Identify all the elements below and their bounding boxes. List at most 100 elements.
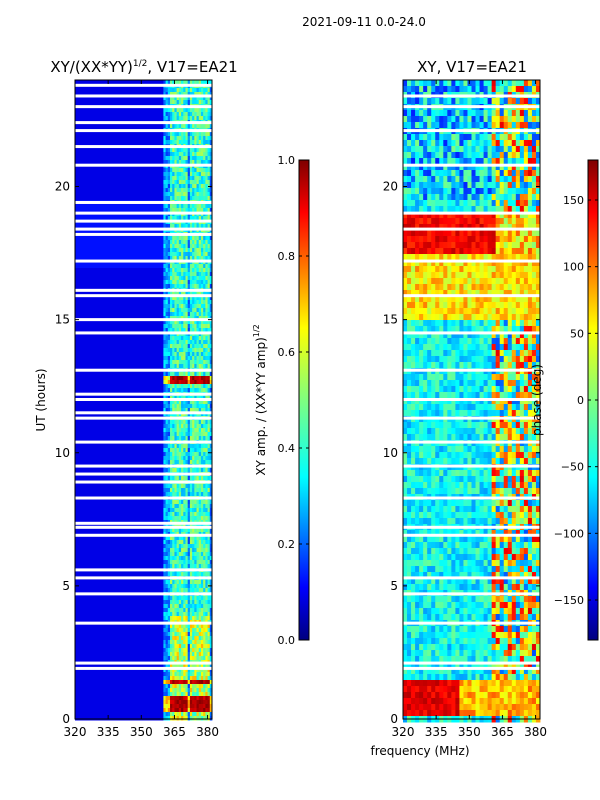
- heat-cell: [407, 266, 412, 273]
- heat-cell: [455, 260, 460, 267]
- heat-cell: [165, 572, 169, 577]
- heat-cell: [167, 716, 171, 721]
- heat-cell: [495, 206, 501, 213]
- heat-cell: [170, 356, 173, 361]
- heat-cell: [163, 336, 166, 341]
- heat-cell: [196, 284, 200, 289]
- heat-cell: [459, 266, 464, 273]
- heat-cell: [196, 400, 200, 405]
- heat-cell: [439, 200, 444, 207]
- heat-cell: [194, 636, 197, 641]
- heat-cell: [165, 132, 169, 137]
- heat-cell: [196, 656, 200, 661]
- heat-cell: [178, 284, 182, 289]
- heat-cell: [207, 628, 211, 633]
- amplitude-panel: XY/(XX*YY)1/2, V17=EA21 320 335 350 365 3800…: [34, 58, 238, 739]
- heat-cell: [176, 388, 180, 393]
- heat-cell: [189, 196, 193, 201]
- heat-cell: [194, 380, 197, 385]
- heat-cell: [167, 88, 171, 93]
- heat-cell: [183, 356, 186, 361]
- heat-cell: [519, 206, 525, 213]
- heat-cell: [178, 280, 182, 285]
- heat-cell: [189, 456, 193, 461]
- heat-cell: [183, 176, 186, 181]
- heat-cell: [167, 648, 171, 653]
- heat-cell: [172, 348, 175, 353]
- heat-cell: [174, 544, 178, 549]
- heat-cell: [196, 140, 200, 145]
- heat-cell: [455, 110, 460, 117]
- heat-cell: [189, 360, 193, 365]
- heat-cell: [471, 188, 476, 195]
- heat-cell: [205, 628, 208, 633]
- heat-cell: [189, 140, 193, 145]
- heat-cell: [200, 240, 204, 245]
- heat-cell: [198, 272, 202, 277]
- heat-cell: [172, 712, 175, 717]
- heat-cell: [187, 424, 191, 429]
- heat-cell: [415, 122, 420, 129]
- heat-cell: [163, 648, 166, 653]
- heat-cell: [447, 164, 452, 171]
- heat-cell: [503, 116, 509, 123]
- heat-row: [75, 456, 212, 461]
- heat-cell: [172, 600, 175, 605]
- heat-cell: [163, 308, 166, 313]
- heat-cell: [443, 164, 448, 171]
- heat-cell: [165, 552, 169, 557]
- heat-cell: [205, 284, 208, 289]
- heat-cell: [443, 266, 448, 273]
- flagged-row: [75, 440, 212, 444]
- heat-cell: [170, 108, 173, 113]
- heat-cell: [491, 122, 497, 129]
- heat-cell: [172, 264, 175, 269]
- heat-cell: [181, 696, 184, 701]
- heat-cell: [209, 380, 213, 385]
- heat-cell: [196, 336, 200, 341]
- heat-cell: [163, 296, 166, 301]
- heat-cell: [205, 548, 208, 553]
- heat-cell: [174, 572, 178, 577]
- heat-cell: [192, 272, 195, 277]
- heat-cell: [170, 300, 173, 305]
- heat-cell: [192, 492, 195, 497]
- flagged-row: [75, 200, 212, 204]
- heat-cell: [200, 500, 204, 505]
- heat-cell: [203, 492, 206, 497]
- heat-cell: [203, 192, 206, 197]
- heat-cell: [415, 134, 420, 141]
- heat-cell: [439, 116, 444, 123]
- heat-cell: [163, 268, 166, 273]
- heat-cell: [205, 636, 208, 641]
- heat-cell: [205, 540, 208, 545]
- heat-cell: [515, 254, 521, 261]
- heat-cell: [209, 652, 213, 657]
- colorbar-tick-label: 0.4: [278, 442, 296, 455]
- heat-cell: [185, 444, 189, 449]
- x-tick-label: 320: [64, 725, 87, 739]
- heat-cell: [499, 236, 505, 243]
- heat-cell: [209, 160, 213, 165]
- heat-cell: [503, 290, 509, 297]
- heat-cell: [207, 668, 211, 673]
- heat-cell: [187, 616, 191, 621]
- heat-cell: [174, 216, 178, 221]
- heat-cell: [427, 224, 432, 231]
- heat-cell: [178, 256, 182, 261]
- heat-cell: [411, 260, 416, 267]
- heat-cell: [511, 212, 517, 219]
- heat-cell: [170, 208, 173, 213]
- heat-cell: [176, 640, 180, 645]
- heat-cell: [165, 364, 169, 369]
- heat-cell: [519, 236, 525, 243]
- heat-cell: [187, 712, 191, 717]
- heat-cell: [519, 230, 525, 237]
- heat-cell: [209, 304, 213, 309]
- heat-cell: [507, 158, 513, 165]
- heat-cell: [198, 340, 202, 345]
- heat-cell: [511, 284, 517, 291]
- heat-cell: [451, 230, 456, 237]
- heat-cell: [187, 156, 191, 161]
- heat-cell: [207, 308, 211, 313]
